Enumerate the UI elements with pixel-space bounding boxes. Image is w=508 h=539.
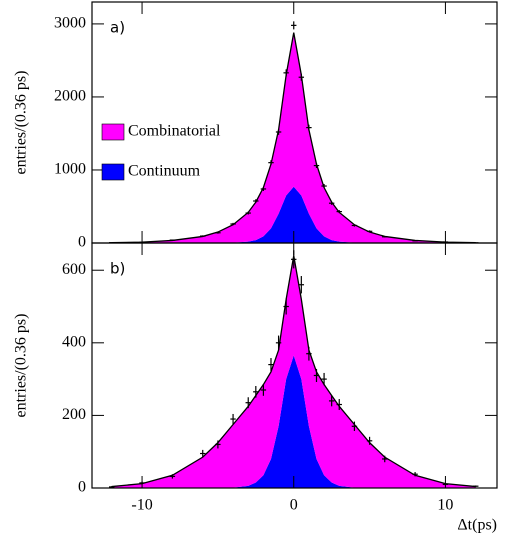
frame xyxy=(91,242,498,489)
data-point xyxy=(260,186,267,191)
data-point xyxy=(328,201,335,205)
legend-swatch xyxy=(101,123,125,141)
data-point xyxy=(306,346,312,361)
x-tick-label: 10 xyxy=(437,497,453,514)
x-tick-label: -10 xyxy=(131,497,152,514)
data-point xyxy=(366,436,373,445)
y-tick-label: 2000 xyxy=(54,88,86,105)
data-point xyxy=(313,368,320,383)
data-point xyxy=(215,440,221,449)
data-point xyxy=(351,224,358,227)
data-point xyxy=(169,239,176,241)
y-axis-label: entries/(0.36 ps) xyxy=(13,71,30,175)
data-point xyxy=(169,474,176,479)
data-point xyxy=(382,455,388,463)
data-point xyxy=(313,163,320,168)
stacked-area xyxy=(111,186,476,243)
data-point xyxy=(306,124,312,131)
panel-label: b) xyxy=(110,260,125,278)
data-point xyxy=(412,240,418,242)
data-point xyxy=(260,384,267,396)
y-axis-label: entries/(0.36 ps) xyxy=(13,314,30,418)
data-point xyxy=(336,399,342,410)
data-point xyxy=(298,276,305,294)
data-point xyxy=(366,230,373,233)
data-point xyxy=(230,413,236,425)
data-point xyxy=(245,397,251,409)
y-tick-label: 200 xyxy=(62,406,86,423)
stacked-area xyxy=(111,32,476,243)
data-point xyxy=(275,335,282,351)
data-point xyxy=(382,236,388,238)
data-point xyxy=(328,395,335,407)
legend-swatch xyxy=(101,163,125,181)
data-point xyxy=(412,472,418,477)
y-tick-label: 1000 xyxy=(54,161,86,178)
data-point xyxy=(321,372,327,386)
data-point xyxy=(336,210,342,214)
data-point xyxy=(253,386,259,398)
data-point xyxy=(268,358,274,372)
panel-label: a) xyxy=(110,19,125,37)
data-point xyxy=(283,298,289,315)
data-point xyxy=(245,211,251,215)
data-point xyxy=(351,421,358,432)
x-axis-label: Δt(ps) xyxy=(457,517,497,534)
x-tick-label: 0 xyxy=(290,497,298,514)
data-point xyxy=(275,129,282,135)
data-point xyxy=(200,449,206,458)
data-point xyxy=(268,160,274,166)
data-point xyxy=(253,199,259,203)
data-point xyxy=(291,21,297,30)
y-tick-label: 400 xyxy=(62,333,86,350)
data-point xyxy=(473,485,479,487)
data-point xyxy=(109,486,115,488)
data-point xyxy=(215,231,221,234)
y-tick-label: 0 xyxy=(78,234,86,251)
legend-label: Combinatorial xyxy=(128,123,221,140)
data-point xyxy=(283,69,289,77)
y-tick-label: 600 xyxy=(62,261,86,278)
data-point xyxy=(200,235,206,237)
legend-label: Continuum xyxy=(128,163,201,180)
y-tick-label: 0 xyxy=(78,479,86,496)
data-point xyxy=(321,183,327,189)
y-tick-label: 3000 xyxy=(54,15,86,32)
plot-area xyxy=(109,250,479,488)
data-point xyxy=(298,73,305,81)
stacked-area xyxy=(111,255,476,488)
data-point xyxy=(230,222,236,226)
stacked-area xyxy=(111,355,476,488)
